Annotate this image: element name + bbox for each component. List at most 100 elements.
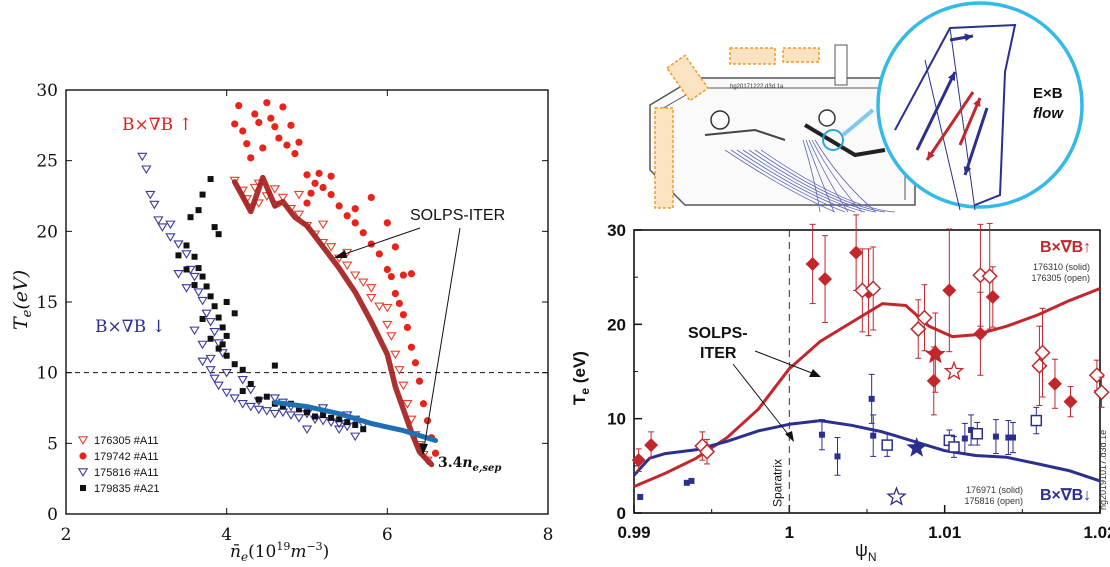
data-point [293,210,305,220]
data-point [1030,414,1043,427]
y-tick-label: 20 [607,315,626,334]
flux-line [814,139,877,213]
data-point [211,224,218,231]
magnetic-coil [665,54,710,102]
data-point [231,120,239,128]
data-point [235,101,243,110]
exb-inset: E×B flow [876,1,1084,211]
solps-red-line [231,174,435,468]
data-point [285,411,297,420]
inset-flux [949,27,976,211]
data-point [295,406,302,413]
data-point [199,315,206,322]
data-point [1088,367,1105,384]
flow-arrow-red-1-head [927,151,935,160]
data-point [173,240,184,249]
data-point [191,253,198,260]
data-point [275,134,283,142]
data-point [407,270,416,278]
divertor-coil [818,109,836,127]
data-point [402,400,413,409]
port [834,44,848,86]
data-point [283,141,291,149]
data-point [207,335,214,342]
data-point [868,395,875,402]
x-tick-label: 0.99 [617,523,650,542]
legend-marker [79,452,87,460]
data-point [926,373,941,388]
data-point [906,437,928,457]
data-point [992,433,999,440]
solps-arrow-2 [732,363,792,439]
drift-down-label: B×∇B ↓ [95,317,166,337]
data-point [327,172,335,180]
data-point [247,380,254,387]
data-point [231,361,238,368]
data-point [181,284,192,293]
data-point [325,243,337,252]
data-point [948,441,960,453]
blue-shot-solid-label: 176971 (solid) [966,485,1023,495]
data-point [359,229,367,237]
data-point [267,114,275,122]
series-7 [886,486,907,506]
legend: 176305 #A11 179742 #A11 175816 #A11 179835 … [77,435,159,495]
data-point [195,265,202,272]
series-5 [943,360,965,381]
x-tick-label: 8 [543,525,554,545]
data-point [271,362,278,369]
data-point [304,409,310,416]
data-point [1093,384,1110,401]
data-point [419,400,428,408]
data-point [205,318,216,327]
data-point [237,376,248,385]
exb-label: E×B [1033,85,1063,102]
data-point [1047,376,1062,391]
flux-line [760,149,896,213]
solps-label-line1: SOLPS- [688,325,748,342]
solps-arrow-2 [423,227,461,449]
data-point [942,283,957,298]
series-1 [231,99,440,457]
inset-wall [894,23,1017,206]
data-point [215,314,222,321]
x-tick-label: 1.02 [1083,523,1110,542]
data-point [263,393,270,400]
side-id-label: hg20191017.d3d.1e [1098,430,1108,510]
solps-arrowhead-1 [809,369,821,377]
data-point [886,486,907,506]
data-point [229,394,240,403]
data-point [411,359,420,367]
magnetic-coil [782,47,820,63]
data-point [239,388,246,395]
data-point [303,199,311,207]
data-point [350,271,361,280]
baffle [704,128,786,141]
data-point [399,311,407,319]
right-chart: hg20171222.d3d.1a E×B flow 0.99 1 1.01 1.02 0 10… [570,1,1110,564]
flow-arrow-blue-2-head [964,33,973,42]
series-1 [694,222,1110,465]
data-point [295,138,303,146]
data-point [961,435,968,442]
data-point [366,284,377,293]
data-point [407,343,416,351]
data-point [317,220,329,230]
density-label: 3.4ne,sep [438,455,501,474]
data-point [199,191,206,198]
data-point [358,278,369,288]
x-tick-label: 1.01 [928,523,961,542]
data-point [209,327,220,337]
blue-shot-open-label: 175816 (open) [964,496,1023,506]
data-point [197,340,208,350]
data-point [818,272,833,287]
data-point [175,252,182,259]
data-point [247,154,255,162]
data-point [335,202,343,210]
data-point [231,310,238,317]
data-point [341,261,353,271]
data-point [399,271,407,279]
data-point [141,165,152,174]
data-point [243,140,251,148]
plot-frame [65,89,549,515]
